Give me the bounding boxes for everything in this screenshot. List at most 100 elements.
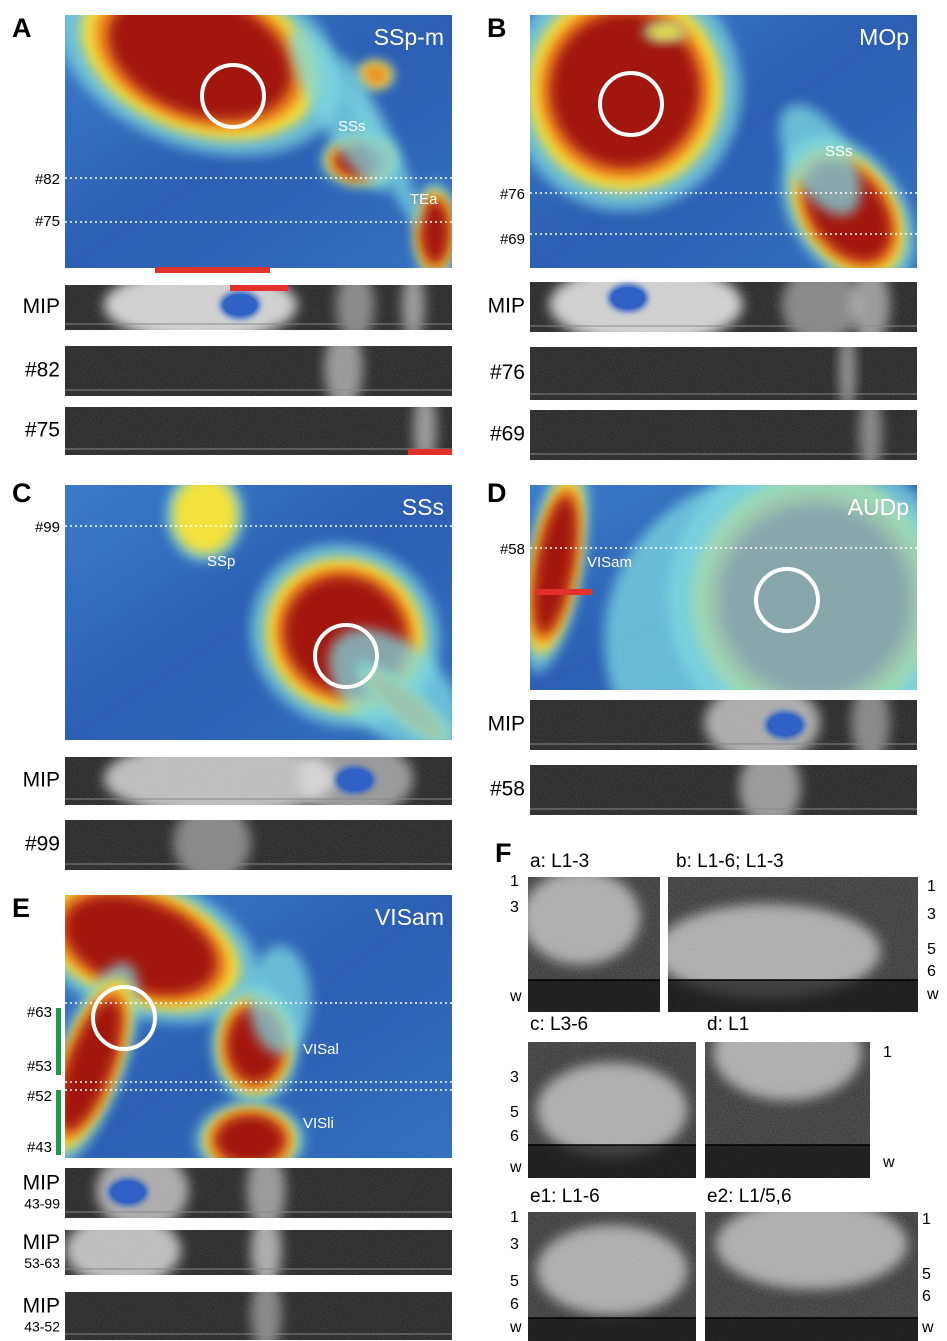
strip-noise [530,282,917,332]
layer-label: 1 [927,878,936,895]
roi-circle [200,63,266,129]
subpanel-title: c: L3-6 [530,1014,588,1035]
layer-label: 3 [510,899,519,916]
layer-label: 1 [510,1209,519,1226]
white-matter [528,1318,696,1341]
subpanel-title: d: L1 [707,1014,749,1035]
white-matter [528,1145,696,1178]
image-strip [65,407,452,455]
strip-noise [530,347,917,400]
micrograph [705,1042,870,1178]
layer-label: 6 [927,963,936,980]
strip-label: MIP [23,769,60,792]
layer-label: 6 [922,1288,931,1305]
image-strip [530,700,917,750]
layer-label: 3 [510,1236,519,1253]
heat-blob [550,15,700,168]
micrograph [528,1212,696,1341]
projection-blob [338,769,372,791]
heatmap [65,895,452,1158]
layer-label: 6 [510,1128,519,1145]
roi-circle [313,623,379,689]
strip-label: MIP [488,295,525,318]
heat-blob [65,895,217,996]
image-strip [530,347,917,400]
strip-label: #69 [490,423,525,446]
strip-sublabel: 43-52 [24,1319,60,1335]
layer-label: 1 [883,1044,892,1061]
section-label: #53 [27,1058,52,1075]
roi-circle [754,567,820,633]
heat-blob [172,485,238,554]
section-label: #75 [35,213,60,230]
micrograph [528,877,660,1012]
heat-blob [65,998,122,1132]
panel-letter: B [487,13,507,43]
heat-blob [361,64,389,86]
panel-letter: E [12,893,30,923]
layer-label: 3 [510,1069,519,1086]
strip-noise [65,346,452,396]
section-label: #52 [27,1088,52,1105]
layer-label: w [926,986,939,1003]
heat-blob [328,628,452,740]
layer-label: w [921,1319,934,1336]
section-label: #43 [27,1139,52,1156]
projection-blob [611,287,645,309]
heatmap [65,485,452,740]
region-label: SSp [207,553,235,570]
heat-blob [533,495,577,635]
section-label: #63 [27,1004,52,1021]
image-strip [65,285,452,330]
subpanel-title: e2: L1/5,6 [707,1186,792,1207]
region-label: SSs [825,143,853,160]
heat-blob [108,15,292,121]
strip-label: MIP [23,1231,60,1254]
panel-letter: F [495,838,512,868]
panel-letter: C [12,478,32,508]
image-strip [65,820,452,870]
heat-blob [339,55,421,225]
micrograph [528,1042,696,1178]
strip-noise [530,410,917,460]
strip-label: MIP [23,1172,60,1195]
image-strip [65,1292,452,1340]
layer-label: 5 [510,1273,519,1290]
strip-label: #75 [25,419,60,442]
section-label: #82 [35,171,60,188]
strip-label: #99 [25,833,60,856]
strip-noise [530,700,917,750]
white-matter [705,1318,918,1341]
region-label: VISal [303,1041,339,1058]
white-matter [668,980,918,1012]
heat-blob [778,104,862,216]
layer-label: 5 [922,1266,931,1283]
section-label: #76 [500,186,525,203]
layer-label: 5 [510,1104,519,1121]
heatmap-title: SSs [402,494,444,520]
panel-letter: D [487,478,507,508]
section-label: #58 [500,541,525,558]
image-strip [530,765,917,815]
layer-label: 3 [927,906,936,923]
heat-blob [289,28,391,192]
strip-noise [65,757,452,805]
subpanel-title: b: L1-6; L1-3 [676,851,784,872]
range-bar [56,1090,61,1155]
heatmap-title: VISam [375,904,444,930]
strip-label: #58 [490,778,525,801]
subpanel-title: a: L1-3 [530,851,589,872]
layer-label: w [509,1319,522,1336]
layer-label: 1 [922,1211,931,1228]
range-bar [56,1008,61,1075]
section-label: #99 [35,519,60,536]
projection-blob [111,1181,145,1203]
heatmap-title: AUDp [848,494,909,520]
layer-label: 1 [510,873,519,890]
strip-label: MIP [23,295,60,318]
subpanel-title: e1: L1-6 [530,1186,600,1207]
strip-noise [65,1292,452,1340]
white-matter [528,980,660,1012]
region-label: VISli [303,1115,334,1132]
heatmap [530,15,917,268]
